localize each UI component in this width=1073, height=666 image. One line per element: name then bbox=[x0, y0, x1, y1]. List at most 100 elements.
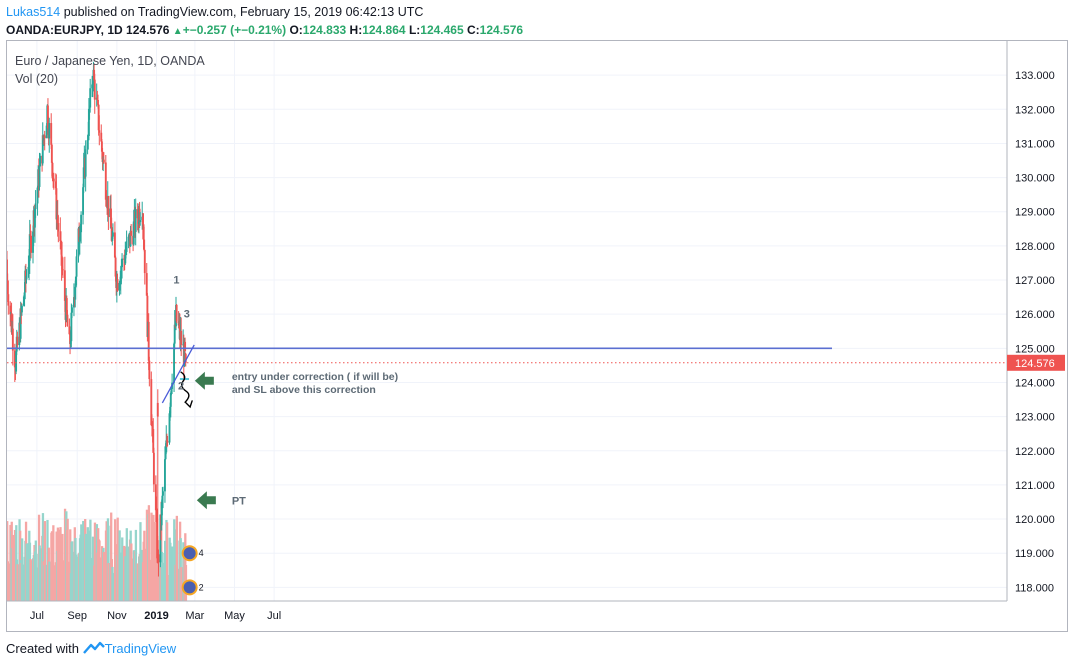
candle-body bbox=[57, 223, 60, 232]
volume-bar bbox=[130, 543, 133, 601]
publish-header: Lukas514 published on TradingView.com, F… bbox=[6, 4, 423, 20]
candle-body bbox=[161, 495, 164, 503]
x-tick-label: 2019 bbox=[144, 610, 168, 622]
candle-body bbox=[152, 428, 155, 453]
candle-body bbox=[73, 297, 75, 308]
volume-bar bbox=[98, 540, 101, 601]
candle-body bbox=[180, 330, 183, 345]
candle-body bbox=[124, 255, 127, 264]
squiggle-arrow-icon bbox=[180, 371, 193, 409]
candle-body bbox=[134, 209, 137, 232]
volume-bar bbox=[180, 567, 183, 601]
low-value: 124.465 bbox=[420, 23, 464, 37]
y-tick-label: 122.000 bbox=[1015, 446, 1055, 458]
entry-annotation-line2: and SL above this correction bbox=[232, 384, 376, 396]
y-tick-label: 131.000 bbox=[1015, 138, 1055, 150]
candle-body bbox=[69, 341, 72, 345]
candle-body bbox=[183, 341, 186, 367]
grid bbox=[7, 41, 1007, 601]
volume-bar bbox=[151, 538, 154, 601]
chart-frame[interactable]: 1 2 3 entry under correction ( if will be) a… bbox=[6, 40, 1068, 632]
candle-body bbox=[102, 159, 105, 163]
candle-body bbox=[121, 258, 123, 268]
author-link[interactable]: Lukas514 bbox=[6, 5, 61, 19]
tradingview-brand[interactable]: TradingView bbox=[104, 641, 177, 656]
candle-body bbox=[105, 199, 108, 206]
candle-body bbox=[139, 220, 142, 223]
volume-bar bbox=[102, 551, 106, 601]
y-tick-label: 127.000 bbox=[1015, 275, 1055, 287]
candle-body bbox=[154, 484, 157, 511]
footer: Created with TradingView bbox=[6, 640, 176, 658]
candle-body bbox=[82, 167, 85, 188]
volume-bars bbox=[6, 505, 188, 601]
tradingview-logo-icon bbox=[82, 641, 105, 654]
candle-body bbox=[156, 518, 159, 559]
candle-body bbox=[63, 270, 66, 301]
candle-body bbox=[156, 402, 159, 417]
volume-bar bbox=[113, 519, 117, 601]
candle-body bbox=[119, 270, 122, 282]
volume-bar bbox=[84, 533, 87, 601]
candle-body bbox=[114, 257, 117, 277]
candle-body bbox=[69, 334, 71, 345]
volume-bar bbox=[148, 559, 151, 601]
candle-body bbox=[75, 256, 78, 277]
volume-legend: Vol (20) bbox=[15, 72, 58, 86]
event-badge-b-circle bbox=[181, 579, 198, 596]
candle-body bbox=[80, 214, 83, 233]
pt-arrow-icon bbox=[196, 491, 216, 510]
volume-bar bbox=[30, 560, 33, 601]
candle-body bbox=[164, 452, 167, 460]
candle-body bbox=[162, 491, 164, 496]
x-tick-label: Mar bbox=[185, 610, 204, 622]
candle-body bbox=[34, 209, 36, 228]
volume-bar bbox=[152, 521, 156, 601]
candle-body bbox=[60, 241, 63, 266]
candle-body bbox=[91, 84, 94, 89]
volume-bar bbox=[66, 518, 69, 601]
volume-bar bbox=[80, 524, 83, 601]
high-value: 124.864 bbox=[362, 23, 406, 37]
candle-body bbox=[87, 108, 90, 136]
candle-body bbox=[168, 413, 171, 443]
candle-body bbox=[7, 294, 10, 306]
price-chart[interactable]: 1 2 3 entry under correction ( if will be)a… bbox=[6, 41, 1067, 631]
candle-body bbox=[9, 305, 12, 315]
y-tick-label: 119.000 bbox=[1015, 548, 1054, 560]
candle-body bbox=[173, 343, 175, 383]
candle-body bbox=[32, 231, 34, 253]
candle-body bbox=[84, 149, 87, 177]
event-badge-b-count: 2 bbox=[199, 582, 204, 592]
wave-label-1: 1 bbox=[173, 274, 179, 286]
x-tick-label: Nov bbox=[107, 610, 127, 622]
candle-body bbox=[132, 221, 135, 245]
wave-label-2: 2 bbox=[178, 380, 184, 392]
candle-body bbox=[145, 273, 148, 296]
candle-body bbox=[118, 282, 121, 291]
candle-body bbox=[127, 236, 130, 242]
candle-body bbox=[51, 162, 54, 179]
close-label: C: bbox=[467, 23, 480, 37]
candle-body bbox=[48, 123, 51, 139]
volume-bar bbox=[43, 521, 47, 601]
candle-body bbox=[78, 236, 81, 242]
candle-body bbox=[91, 83, 94, 85]
y-tick-label: 132.000 bbox=[1015, 104, 1055, 116]
candle-body bbox=[61, 265, 64, 270]
event-badge-a: 4 bbox=[181, 545, 204, 562]
candle-body bbox=[36, 187, 39, 204]
candle-body bbox=[96, 97, 99, 100]
volume-bar bbox=[41, 513, 45, 601]
candle-body bbox=[120, 267, 123, 271]
volume-bar bbox=[11, 534, 15, 601]
candle-body bbox=[55, 188, 58, 220]
candle-body bbox=[25, 275, 28, 280]
candle-body bbox=[104, 162, 107, 200]
volume-bar bbox=[118, 530, 121, 601]
volume-bar bbox=[166, 575, 169, 601]
candle-body bbox=[23, 292, 26, 297]
candle-body bbox=[60, 241, 62, 243]
candle-body bbox=[19, 308, 22, 339]
y-tick-label: 129.000 bbox=[1015, 207, 1055, 219]
